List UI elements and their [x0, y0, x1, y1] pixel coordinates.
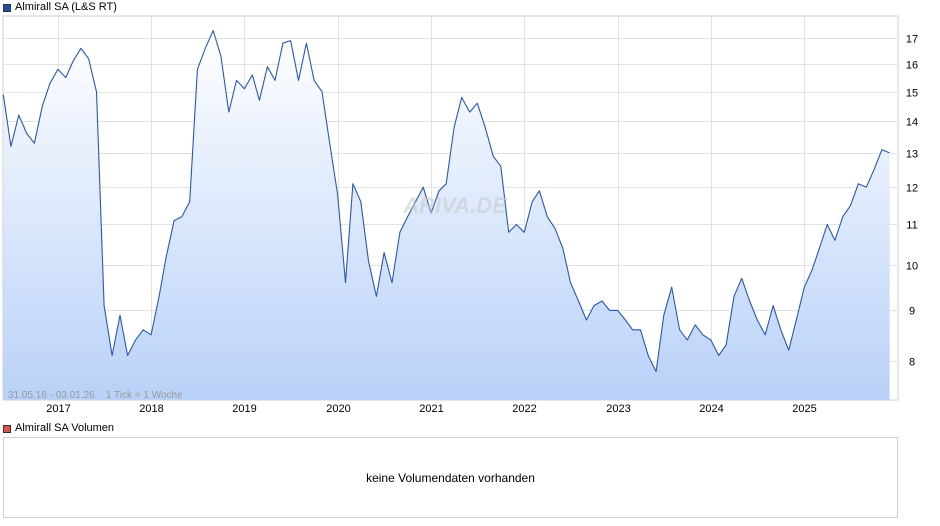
volume-legend-label: Almirall SA Volumen [15, 422, 115, 434]
volume-panel: keine Volumendaten vorhanden [3, 437, 898, 518]
volume-legend: Almirall SA Volumen [3, 422, 114, 435]
x-tick-label: 2022 [512, 403, 536, 415]
y-tick-label: 13 [906, 149, 918, 161]
y-tick-label: 16 [906, 60, 918, 72]
price-legend-label: Almirall SA (L&S RT) [15, 1, 117, 13]
x-tick-label: 2017 [46, 403, 70, 415]
y-tick-label: 11 [906, 220, 917, 232]
x-tick-label: 2024 [699, 403, 723, 415]
price-area [3, 30, 890, 400]
x-tick-label: 2021 [419, 403, 443, 415]
range-info: 31.05.16 - 03.01.26 1 Tick = 1 Woche [8, 390, 183, 401]
y-tick-label: 8 [909, 357, 915, 369]
x-tick-label: 2025 [792, 403, 816, 415]
watermark: ARIVA.DE [402, 193, 508, 218]
price-legend: Almirall SA (L&S RT) [3, 1, 117, 14]
volume-empty-message: keine Volumendaten vorhanden [366, 471, 535, 485]
y-tick-label: 17 [906, 34, 918, 46]
x-tick-label: 2023 [606, 403, 630, 415]
y-tick-label: 10 [906, 261, 918, 273]
x-tick-label: 2020 [326, 403, 350, 415]
x-tick-label: 2018 [139, 403, 163, 415]
y-tick-label: 12 [906, 183, 918, 195]
price-line [2, 30, 890, 373]
price-legend-swatch [3, 3, 11, 12]
y-tick-label: 14 [906, 117, 918, 129]
x-tick-label: 2019 [232, 403, 256, 415]
y-tick-label: 15 [906, 88, 918, 100]
volume-legend-swatch [3, 424, 11, 433]
y-tick-label: 9 [909, 306, 915, 318]
